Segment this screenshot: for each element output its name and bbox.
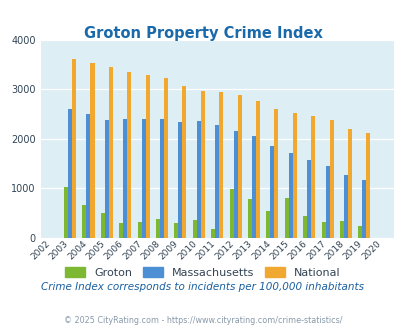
Bar <box>233 131 237 238</box>
Bar <box>141 119 145 238</box>
Bar <box>321 222 325 238</box>
Bar <box>164 78 168 238</box>
Bar <box>119 223 123 238</box>
Bar <box>192 220 196 238</box>
Bar <box>200 91 205 238</box>
Bar <box>284 199 288 238</box>
Bar <box>219 92 223 238</box>
Bar <box>311 116 315 238</box>
Legend: Groton, Massachusetts, National: Groton, Massachusetts, National <box>60 263 345 282</box>
Text: © 2025 CityRating.com - https://www.cityrating.com/crime-statistics/: © 2025 CityRating.com - https://www.city… <box>64 316 341 325</box>
Bar <box>347 129 351 238</box>
Bar <box>307 160 311 238</box>
Bar <box>266 211 270 238</box>
Bar <box>362 180 365 238</box>
Bar <box>343 175 347 238</box>
Bar <box>358 226 362 238</box>
Bar <box>137 222 141 238</box>
Bar <box>174 223 178 238</box>
Bar <box>215 125 219 238</box>
Bar <box>237 95 241 238</box>
Bar <box>127 72 131 238</box>
Bar <box>329 120 333 238</box>
Bar <box>145 75 149 238</box>
Bar <box>292 114 296 238</box>
Bar <box>123 119 127 238</box>
Bar <box>104 120 109 238</box>
Bar <box>211 229 215 238</box>
Bar <box>68 110 72 238</box>
Bar <box>339 221 343 238</box>
Bar <box>90 63 94 238</box>
Text: Groton Property Crime Index: Groton Property Crime Index <box>83 26 322 41</box>
Bar <box>100 214 104 238</box>
Bar <box>72 59 76 238</box>
Bar <box>256 102 260 238</box>
Bar <box>365 133 369 238</box>
Bar <box>109 67 113 238</box>
Bar <box>64 187 68 238</box>
Bar <box>178 122 182 238</box>
Bar <box>274 109 278 238</box>
Bar <box>229 189 233 238</box>
Bar <box>160 119 164 238</box>
Bar <box>325 166 329 238</box>
Bar <box>196 121 200 238</box>
Bar <box>182 86 186 238</box>
Text: Crime Index corresponds to incidents per 100,000 inhabitants: Crime Index corresponds to incidents per… <box>41 282 364 292</box>
Bar <box>156 219 160 238</box>
Bar <box>82 205 86 238</box>
Bar <box>270 146 274 238</box>
Bar <box>288 153 292 238</box>
Bar <box>86 115 90 238</box>
Bar <box>303 216 307 238</box>
Bar <box>252 136 256 238</box>
Bar <box>247 199 252 238</box>
